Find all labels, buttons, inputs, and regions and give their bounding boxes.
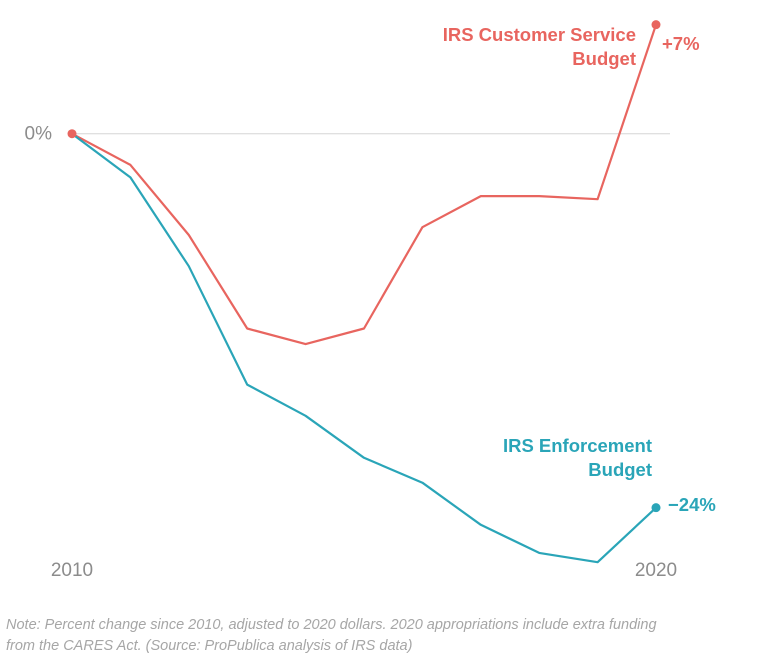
x-tick-label-2010: 2010 (51, 560, 93, 581)
series-label-customer-service-line-2: Budget (572, 48, 636, 69)
y-tick-label-0: 0% (25, 124, 53, 145)
series-label-enforcement-line-1: IRS Enforcement (503, 435, 652, 456)
footnote-line-1: Note: Percent change since 2010, adjuste… (6, 617, 657, 633)
x-tick-label-2020: 2020 (635, 560, 677, 581)
series-label-enforcement-line-2: Budget (588, 459, 652, 480)
series-label-customer-service-line-1: IRS Customer Service (443, 24, 636, 45)
series-line-enforcement (70, 132, 658, 564)
line-chart: 0% 2010 2020 IRS Customer Service Budget +7% I… (25, 20, 716, 581)
end-point-enforcement (651, 503, 661, 513)
end-value-label-customer-service: +7% (662, 33, 700, 54)
series-line-customer-service (70, 23, 658, 346)
end-value-label-enforcement: −24% (668, 494, 716, 515)
chart-footnote: Note: Percent change since 2010, adjuste… (6, 615, 756, 657)
footnote-line-2: from the CARES Act. (Source: ProPublica … (6, 638, 413, 654)
start-point (67, 129, 77, 139)
end-point-customer-service (651, 20, 661, 30)
